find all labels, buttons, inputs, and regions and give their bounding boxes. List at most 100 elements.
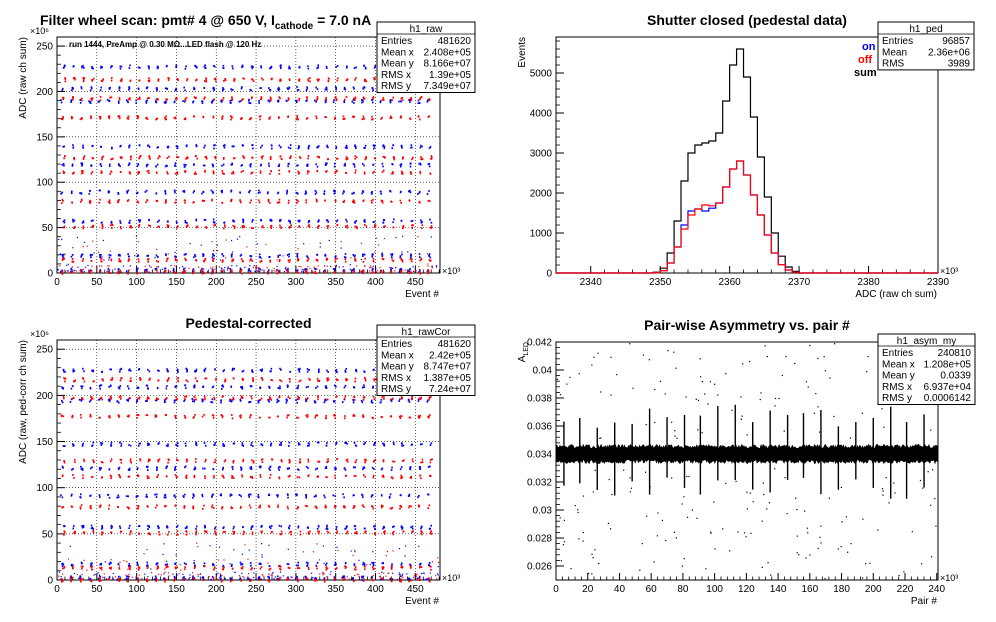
scatter-point: [306, 96, 308, 98]
scatter-point: [99, 504, 102, 507]
scatter-point: [240, 468, 243, 471]
scatter-point: [431, 265, 433, 268]
scatter-point: [287, 576, 289, 578]
scatter-point: [204, 96, 206, 99]
scatter-point: [231, 417, 234, 420]
scatter-point: [73, 458, 76, 461]
scatter-point: [61, 270, 64, 273]
scatter-point: [89, 494, 92, 497]
scatter-point: [372, 507, 375, 510]
scatter-point: [249, 493, 252, 496]
scatter-point: [222, 87, 224, 89]
scatter-point: [135, 102, 137, 105]
scatter-point: [276, 269, 278, 271]
scatter-point: [230, 200, 233, 203]
scatter-point: [279, 67, 282, 70]
scatter-point: [344, 567, 347, 569]
scatter-point: [318, 368, 320, 371]
scatter-point: [295, 191, 298, 194]
scatter-point: [182, 495, 185, 497]
scatter-point: [100, 80, 103, 82]
scatter-point: [101, 527, 103, 530]
scatter-point: [110, 378, 113, 381]
scatter-point: [390, 398, 393, 401]
x-axis-label: Event #: [405, 289, 439, 300]
scatter-point: [93, 252, 95, 254]
scatter-point: [382, 459, 385, 461]
scatter-point: [148, 526, 151, 529]
scatter-point: [346, 378, 348, 381]
scatter-point: [193, 86, 195, 89]
scatter-point: [251, 220, 254, 223]
scatter-point: [62, 170, 65, 173]
scatter-point: [429, 173, 432, 175]
scatter-point: [136, 468, 139, 471]
scatter-point: [120, 78, 123, 80]
scatter-point: [335, 99, 338, 102]
scatter-point: [239, 267, 241, 269]
scatter-point: [117, 401, 120, 404]
scatter-point: [326, 227, 329, 230]
scatter-point: [232, 258, 235, 261]
scatter-point: [381, 396, 384, 399]
scatter-point: [409, 189, 411, 192]
scatter-point: [108, 117, 111, 120]
scatter-point: [372, 271, 375, 274]
scatter-point: [249, 401, 252, 403]
scatter-point: [277, 270, 280, 273]
scatter-point: [409, 171, 412, 173]
scatter-point: [169, 270, 171, 272]
scatter-point: [80, 86, 83, 89]
scatter-point: [391, 525, 394, 528]
scatter-point: [354, 97, 357, 100]
scatter-point: [334, 256, 337, 259]
scatter-point: [119, 395, 122, 398]
scatter-point: [295, 252, 297, 254]
scatter-point: [174, 567, 177, 570]
scatter-point: [147, 444, 149, 447]
scatter-point: [279, 567, 281, 570]
scatter-point: [279, 568, 282, 571]
scatter-point: [278, 117, 280, 120]
scatter-point: [261, 525, 263, 527]
scatter-point: [249, 102, 252, 105]
scatter-point: [173, 494, 176, 497]
y-tick-label: 150: [36, 437, 53, 448]
scatter-point: [365, 80, 368, 83]
scatter-point: [381, 505, 384, 507]
scatter-point: [400, 526, 403, 529]
scatter-point: [145, 400, 147, 402]
scatter-point: [267, 504, 270, 507]
scatter-point: [295, 100, 298, 103]
scatter-point: [401, 268, 403, 271]
scatter-point: [236, 238, 239, 240]
scatter-point: [222, 255, 225, 257]
scatter-point: [61, 401, 64, 404]
scatter-point: [364, 79, 367, 82]
scatter-point: [270, 370, 272, 373]
scatter-point: [241, 565, 244, 568]
scatter-point: [165, 101, 167, 103]
scatter-point: [248, 504, 251, 507]
scatter-point: [269, 219, 271, 221]
scatter-point: [286, 416, 288, 419]
scatter-point: [108, 272, 111, 275]
scatter-point: [175, 554, 177, 556]
scatter-point: [334, 86, 337, 88]
scatter-point: [323, 190, 326, 193]
scatter-point: [305, 100, 307, 102]
scatter-point: [99, 577, 101, 580]
scatter-point: [333, 399, 335, 402]
scatter-point: [279, 254, 281, 257]
x-axis-label: ADC (raw ch sum): [855, 289, 937, 300]
scatter-point: [99, 269, 102, 271]
scatter-point: [277, 506, 279, 508]
scatter-point: [297, 89, 300, 91]
scatter-point: [126, 577, 128, 580]
scatter-point: [420, 530, 422, 533]
scatter-point: [309, 80, 311, 83]
scatter-point: [419, 467, 421, 470]
scatter-point: [100, 533, 103, 536]
scatter-point: [252, 66, 254, 68]
scatter-point: [72, 368, 75, 371]
